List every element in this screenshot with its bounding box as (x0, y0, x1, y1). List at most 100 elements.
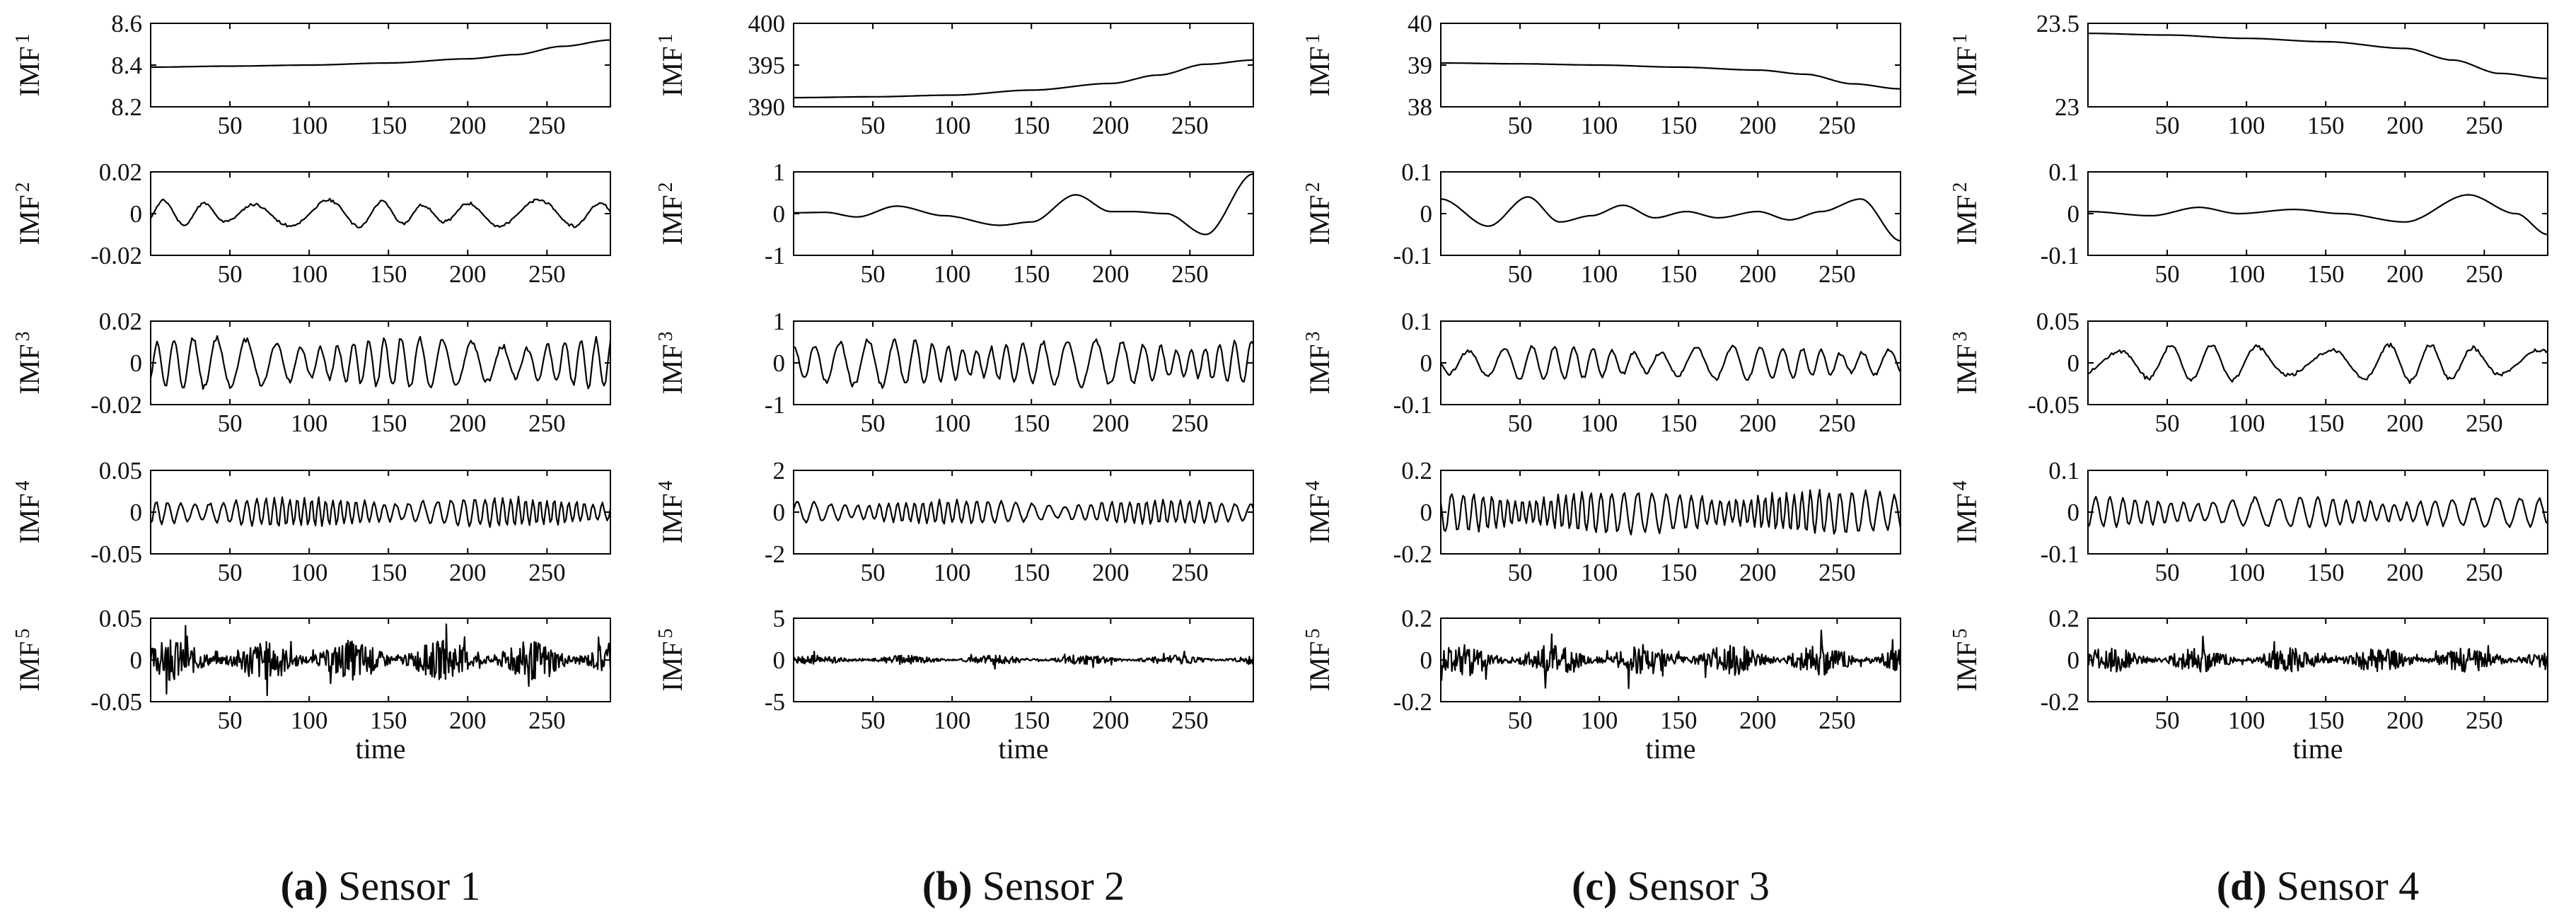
x-tick-label: 50 (218, 410, 243, 437)
y-axis-label: IMF 5 (12, 628, 45, 691)
y-tick-label: 0.1 (2048, 457, 2079, 485)
y-axis-label-subscript: 2 (1949, 182, 1971, 192)
y-axis-label-base: IMF (1951, 493, 1983, 543)
y-axis-label: IMF 1 (655, 33, 688, 96)
x-axis-label: time (1645, 733, 1695, 765)
imf-trace (794, 59, 1253, 99)
y-axis-label-base: IMF (13, 344, 45, 394)
axes-frame (793, 320, 1254, 405)
y-tick-label: 8.4 (111, 52, 142, 79)
x-tick-label: 50 (218, 260, 243, 288)
y-axis-label-subscript: 1 (12, 33, 34, 43)
y-tick-label: 39 (1408, 52, 1432, 79)
y-tick-label: -0.05 (91, 540, 142, 568)
x-tick-label: 200 (1739, 260, 1777, 288)
y-axis-label-subscript: 5 (655, 628, 677, 638)
imf-trace (2088, 342, 2548, 384)
caption-text: Sensor 4 (2277, 863, 2419, 909)
y-tick-label: 0.05 (99, 457, 142, 485)
y-axis-label: IMF 4 (1302, 480, 1335, 543)
y-tick-label: 38 (1408, 93, 1432, 121)
imf-trace (151, 335, 610, 390)
caption-text: Sensor 1 (338, 863, 480, 909)
y-axis-label-base: IMF (1304, 344, 1335, 394)
x-tick-label: 250 (1171, 410, 1209, 437)
x-tick-label: 50 (2155, 707, 2180, 734)
y-tick-label: 0 (2067, 647, 2080, 674)
y-axis-label-base: IMF (656, 344, 688, 394)
y-tick-label: -0.05 (2028, 391, 2079, 419)
axes-frame (150, 23, 611, 108)
imf-panel-3-3: 50 100 150 200 250 -0.1 0 0.1 IMF 3 (1302, 308, 1901, 437)
y-axis-label-base: IMF (656, 46, 688, 96)
y-axis-label-subscript: 2 (655, 182, 677, 192)
x-tick-label: 100 (1581, 410, 1618, 437)
y-tick-label: 8.6 (111, 10, 142, 37)
y-axis-label: IMF 3 (1302, 331, 1335, 394)
x-tick-label: 200 (449, 410, 487, 437)
y-tick-label: 23 (2055, 93, 2079, 121)
y-axis-label: IMF 1 (1949, 33, 1983, 96)
y-tick-label: 0 (773, 349, 786, 377)
imf-trace (1441, 62, 1901, 90)
x-tick-label: 200 (1739, 410, 1777, 437)
y-tick-label: 0 (1420, 200, 1433, 228)
imf-trace (1441, 630, 1901, 690)
x-tick-label: 50 (2155, 559, 2180, 586)
imf-trace (1441, 196, 1901, 242)
x-tick-label: 250 (528, 559, 566, 586)
imf-trace (151, 623, 610, 697)
x-tick-label: 200 (1092, 559, 1130, 586)
y-axis-label: IMF 2 (1949, 182, 1983, 245)
y-tick-label: 0 (130, 499, 143, 526)
y-axis-label: IMF 4 (1949, 480, 1983, 543)
y-tick-label: 0 (130, 349, 143, 377)
x-tick-label: 200 (449, 112, 487, 139)
x-tick-label: 200 (2386, 112, 2424, 139)
imf-panel-4-1: 50 100 150 200 250 23 23.5 IMF 1 (1949, 10, 2548, 139)
axes-frame (150, 171, 611, 256)
y-axis-label-subscript: 2 (1302, 182, 1324, 192)
y-tick-label: 0.2 (1401, 457, 1432, 485)
x-tick-label: 150 (1013, 260, 1050, 288)
imf-panel-4-3: 50 100 150 200 250 -0.05 0 0.05 IMF 3 (1949, 308, 2548, 437)
imf-trace (794, 173, 1253, 236)
y-tick-label: 1 (773, 308, 786, 335)
x-tick-label: 150 (2307, 112, 2345, 139)
y-axis-label-base: IMF (656, 641, 688, 691)
imf-trace (151, 495, 610, 528)
x-tick-label: 100 (2228, 112, 2265, 139)
x-tick-label: 100 (2228, 559, 2265, 586)
x-tick-label: 50 (1508, 260, 1533, 288)
x-tick-label: 150 (2307, 260, 2345, 288)
x-tick-label: 50 (1508, 707, 1533, 734)
x-tick-label: 250 (1171, 707, 1209, 734)
x-tick-label: 200 (2386, 410, 2424, 437)
x-tick-label: 200 (1739, 112, 1777, 139)
y-tick-label: 0 (2067, 499, 2080, 526)
imf-panel-1-4: 50 100 150 200 250 -0.05 0 0.05 IMF 4 (12, 457, 611, 586)
x-tick-label: 250 (528, 410, 566, 437)
x-tick-label: 50 (1508, 559, 1533, 586)
y-axis-label: IMF 3 (12, 331, 45, 394)
x-tick-label: 250 (2466, 707, 2503, 734)
x-tick-label: 100 (291, 410, 328, 437)
x-tick-label: 200 (2386, 559, 2424, 586)
x-tick-label: 50 (2155, 112, 2180, 139)
x-tick-label: 50 (861, 707, 886, 734)
x-tick-label: 200 (2386, 260, 2424, 288)
y-tick-label: 0 (773, 499, 786, 526)
imf-trace (151, 197, 610, 229)
y-tick-label: 0 (2067, 349, 2080, 377)
x-tick-label: 100 (1581, 559, 1618, 586)
x-tick-label: 100 (1581, 707, 1618, 734)
x-tick-label: 100 (2228, 260, 2265, 288)
imf-panel-4-4: 50 100 150 200 250 -0.1 0 0.1 IMF 4 (1949, 457, 2548, 586)
x-tick-label: 150 (1660, 707, 1698, 734)
imf-panel-1-5: 50 100 150 200 250 -0.05 0 0.05 IMF 5 time (12, 605, 611, 765)
y-tick-label: 0.1 (1401, 308, 1432, 335)
y-tick-label: 23.5 (2036, 10, 2079, 37)
x-tick-label: 150 (1660, 410, 1698, 437)
